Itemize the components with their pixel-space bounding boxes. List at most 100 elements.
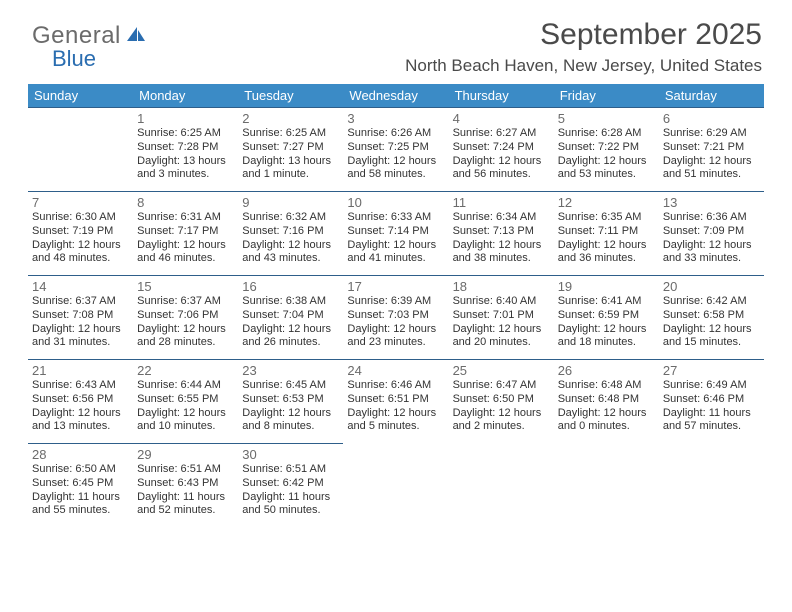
detail-line: Sunset: 6:45 PM xyxy=(32,477,129,491)
detail-line: Daylight: 12 hours and 58 minutes. xyxy=(347,155,444,183)
detail-line: Sunrise: 6:33 AM xyxy=(347,211,444,225)
calendar-page: General Blue September 2025 North Beach … xyxy=(0,0,792,612)
day-number: 27 xyxy=(663,363,760,378)
detail-line: Sunrise: 6:39 AM xyxy=(347,295,444,309)
detail-line: Sunset: 7:01 PM xyxy=(453,309,550,323)
calendar-cell: 7Sunrise: 6:30 AMSunset: 7:19 PMDaylight… xyxy=(28,192,133,276)
detail-line: Sunset: 6:51 PM xyxy=(347,393,444,407)
calendar-cell: 23Sunrise: 6:45 AMSunset: 6:53 PMDayligh… xyxy=(238,360,343,444)
day-details: Sunrise: 6:41 AMSunset: 6:59 PMDaylight:… xyxy=(558,295,655,350)
day-header: Saturday xyxy=(659,84,764,108)
calendar-cell: 26Sunrise: 6:48 AMSunset: 6:48 PMDayligh… xyxy=(554,360,659,444)
detail-line: Sunset: 7:27 PM xyxy=(242,141,339,155)
calendar-cell: 9Sunrise: 6:32 AMSunset: 7:16 PMDaylight… xyxy=(238,192,343,276)
detail-line: Sunset: 7:19 PM xyxy=(32,225,129,239)
day-details: Sunrise: 6:38 AMSunset: 7:04 PMDaylight:… xyxy=(242,295,339,350)
calendar-cell: 25Sunrise: 6:47 AMSunset: 6:50 PMDayligh… xyxy=(449,360,554,444)
detail-line: Sunrise: 6:35 AM xyxy=(558,211,655,225)
day-number: 23 xyxy=(242,363,339,378)
detail-line: Sunrise: 6:27 AM xyxy=(453,127,550,141)
calendar-cell: 21Sunrise: 6:43 AMSunset: 6:56 PMDayligh… xyxy=(28,360,133,444)
calendar-cell: 10Sunrise: 6:33 AMSunset: 7:14 PMDayligh… xyxy=(343,192,448,276)
detail-line: Daylight: 12 hours and 26 minutes. xyxy=(242,323,339,351)
location-subtitle: North Beach Haven, New Jersey, United St… xyxy=(405,56,762,76)
day-details: Sunrise: 6:48 AMSunset: 6:48 PMDaylight:… xyxy=(558,379,655,434)
detail-line: Sunrise: 6:43 AM xyxy=(32,379,129,393)
day-number: 29 xyxy=(137,447,234,462)
detail-line: Daylight: 12 hours and 20 minutes. xyxy=(453,323,550,351)
day-header: Tuesday xyxy=(238,84,343,108)
calendar-cell: 17Sunrise: 6:39 AMSunset: 7:03 PMDayligh… xyxy=(343,276,448,360)
day-details: Sunrise: 6:43 AMSunset: 6:56 PMDaylight:… xyxy=(32,379,129,434)
calendar-cell: 1Sunrise: 6:25 AMSunset: 7:28 PMDaylight… xyxy=(133,108,238,192)
calendar-row: 7Sunrise: 6:30 AMSunset: 7:19 PMDaylight… xyxy=(28,192,764,276)
day-header-row: Sunday Monday Tuesday Wednesday Thursday… xyxy=(28,84,764,108)
detail-line: Daylight: 12 hours and 5 minutes. xyxy=(347,407,444,435)
detail-line: Sunrise: 6:48 AM xyxy=(558,379,655,393)
calendar-cell: 24Sunrise: 6:46 AMSunset: 6:51 PMDayligh… xyxy=(343,360,448,444)
detail-line: Sunset: 6:46 PM xyxy=(663,393,760,407)
day-number: 13 xyxy=(663,195,760,210)
detail-line: Daylight: 12 hours and 38 minutes. xyxy=(453,239,550,267)
day-number: 28 xyxy=(32,447,129,462)
detail-line: Sunrise: 6:32 AM xyxy=(242,211,339,225)
day-details: Sunrise: 6:27 AMSunset: 7:24 PMDaylight:… xyxy=(453,127,550,182)
calendar-cell: 8Sunrise: 6:31 AMSunset: 7:17 PMDaylight… xyxy=(133,192,238,276)
calendar-cell xyxy=(554,444,659,525)
detail-line: Daylight: 11 hours and 50 minutes. xyxy=(242,491,339,519)
detail-line: Sunset: 6:43 PM xyxy=(137,477,234,491)
detail-line: Sunset: 6:42 PM xyxy=(242,477,339,491)
detail-line: Daylight: 13 hours and 1 minute. xyxy=(242,155,339,183)
day-number: 8 xyxy=(137,195,234,210)
day-details: Sunrise: 6:51 AMSunset: 6:43 PMDaylight:… xyxy=(137,463,234,518)
calendar-cell: 11Sunrise: 6:34 AMSunset: 7:13 PMDayligh… xyxy=(449,192,554,276)
detail-line: Daylight: 12 hours and 51 minutes. xyxy=(663,155,760,183)
day-number: 30 xyxy=(242,447,339,462)
detail-line: Sunset: 7:14 PM xyxy=(347,225,444,239)
detail-line: Sunset: 7:13 PM xyxy=(453,225,550,239)
day-details: Sunrise: 6:45 AMSunset: 6:53 PMDaylight:… xyxy=(242,379,339,434)
detail-line: Sunset: 7:17 PM xyxy=(137,225,234,239)
calendar-cell xyxy=(343,444,448,525)
detail-line: Daylight: 12 hours and 33 minutes. xyxy=(663,239,760,267)
day-number: 2 xyxy=(242,111,339,126)
detail-line: Daylight: 12 hours and 56 minutes. xyxy=(453,155,550,183)
detail-line: Sunrise: 6:50 AM xyxy=(32,463,129,477)
calendar-cell: 20Sunrise: 6:42 AMSunset: 6:58 PMDayligh… xyxy=(659,276,764,360)
detail-line: Daylight: 12 hours and 53 minutes. xyxy=(558,155,655,183)
calendar-cell: 30Sunrise: 6:51 AMSunset: 6:42 PMDayligh… xyxy=(238,444,343,525)
calendar-cell: 27Sunrise: 6:49 AMSunset: 6:46 PMDayligh… xyxy=(659,360,764,444)
detail-line: Daylight: 12 hours and 18 minutes. xyxy=(558,323,655,351)
day-details: Sunrise: 6:49 AMSunset: 6:46 PMDaylight:… xyxy=(663,379,760,434)
detail-line: Daylight: 11 hours and 57 minutes. xyxy=(663,407,760,435)
calendar-cell: 15Sunrise: 6:37 AMSunset: 7:06 PMDayligh… xyxy=(133,276,238,360)
day-details: Sunrise: 6:30 AMSunset: 7:19 PMDaylight:… xyxy=(32,211,129,266)
day-number: 14 xyxy=(32,279,129,294)
detail-line: Sunrise: 6:49 AM xyxy=(663,379,760,393)
detail-line: Sunset: 6:56 PM xyxy=(32,393,129,407)
day-number: 26 xyxy=(558,363,655,378)
day-details: Sunrise: 6:40 AMSunset: 7:01 PMDaylight:… xyxy=(453,295,550,350)
day-number: 21 xyxy=(32,363,129,378)
sail-icon xyxy=(121,22,147,50)
detail-line: Daylight: 12 hours and 46 minutes. xyxy=(137,239,234,267)
calendar-cell: 28Sunrise: 6:50 AMSunset: 6:45 PMDayligh… xyxy=(28,444,133,525)
day-number: 1 xyxy=(137,111,234,126)
calendar-row: 1Sunrise: 6:25 AMSunset: 7:28 PMDaylight… xyxy=(28,108,764,192)
detail-line: Daylight: 12 hours and 28 minutes. xyxy=(137,323,234,351)
day-header: Thursday xyxy=(449,84,554,108)
day-details: Sunrise: 6:34 AMSunset: 7:13 PMDaylight:… xyxy=(453,211,550,266)
day-number: 19 xyxy=(558,279,655,294)
day-details: Sunrise: 6:37 AMSunset: 7:08 PMDaylight:… xyxy=(32,295,129,350)
day-number: 20 xyxy=(663,279,760,294)
day-number: 24 xyxy=(347,363,444,378)
day-number: 15 xyxy=(137,279,234,294)
calendar-cell: 3Sunrise: 6:26 AMSunset: 7:25 PMDaylight… xyxy=(343,108,448,192)
calendar-table: Sunday Monday Tuesday Wednesday Thursday… xyxy=(28,84,764,524)
day-number: 11 xyxy=(453,195,550,210)
detail-line: Sunrise: 6:42 AM xyxy=(663,295,760,309)
day-details: Sunrise: 6:51 AMSunset: 6:42 PMDaylight:… xyxy=(242,463,339,518)
detail-line: Daylight: 12 hours and 2 minutes. xyxy=(453,407,550,435)
day-number: 18 xyxy=(453,279,550,294)
day-details: Sunrise: 6:29 AMSunset: 7:21 PMDaylight:… xyxy=(663,127,760,182)
